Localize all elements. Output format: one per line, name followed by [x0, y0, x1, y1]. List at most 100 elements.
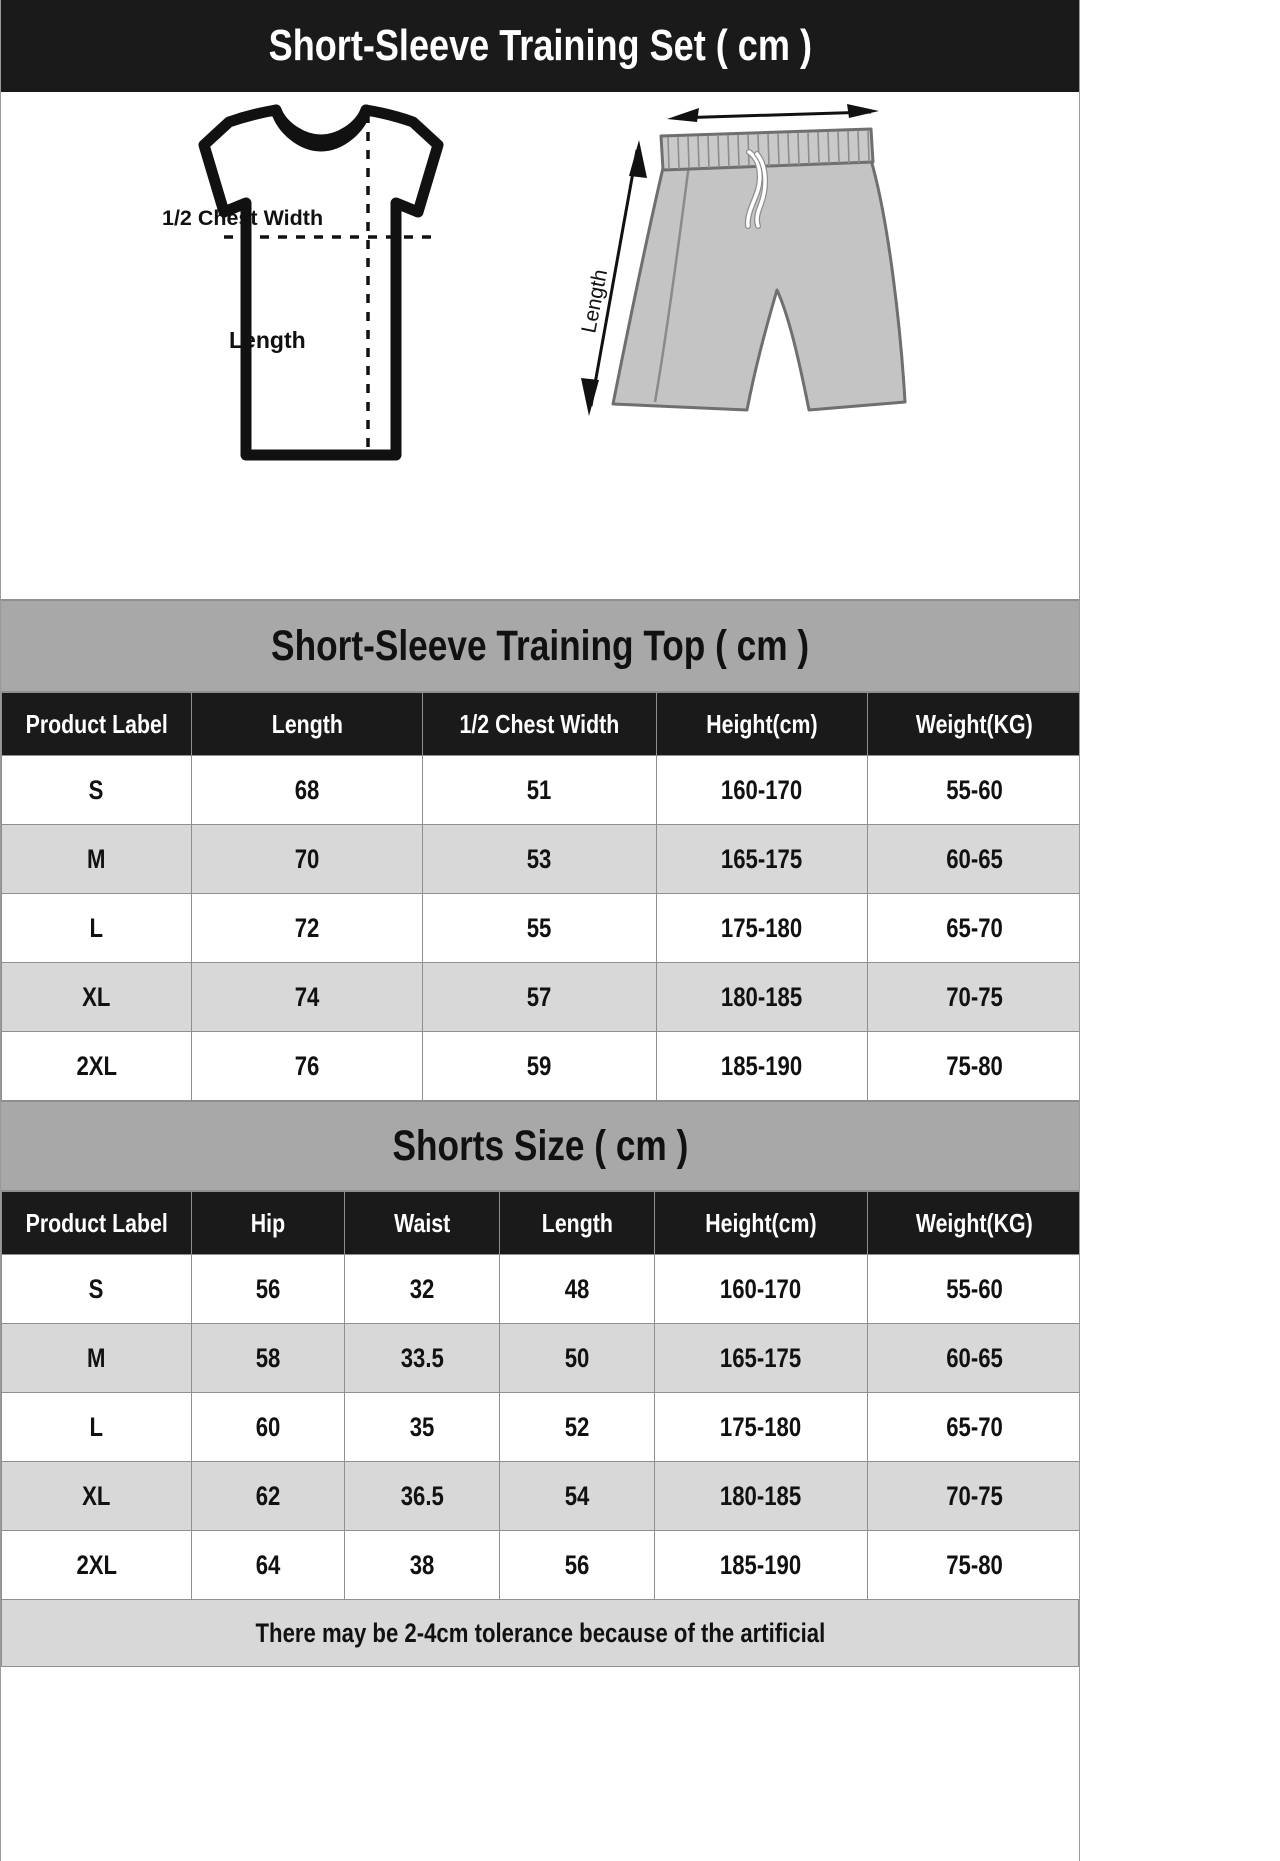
shorts-col-height: Height(cm) [654, 1191, 868, 1255]
cell-hip: 64 [191, 1530, 345, 1600]
shorts-size-table: Product Label Hip Waist Length Height(cm… [1, 1191, 1079, 1600]
cell-height: 175-180 [656, 893, 868, 963]
cell-hip: 60 [191, 1392, 345, 1462]
cell-weight: 75-80 [867, 1530, 1079, 1600]
cell-length: 70 [191, 824, 423, 894]
cell-length: 74 [191, 962, 423, 1032]
table-row: L 60 35 52 175-180 65-70 [1, 1392, 1079, 1462]
cell-size: XL [1, 962, 192, 1032]
cell-chest: 51 [422, 755, 657, 825]
shorts-waistband [659, 127, 875, 172]
shorts-col-weight: Weight(KG) [867, 1191, 1079, 1255]
cell-length: 76 [191, 1031, 423, 1101]
cell-weight: 70-75 [867, 962, 1079, 1032]
waist-measure-arrow [667, 104, 879, 122]
top-col-product-label: Product Label [1, 692, 192, 756]
table-row: 2XL 76 59 185-190 75-80 [1, 1031, 1079, 1101]
table-row: XL 74 57 180-185 70-75 [1, 962, 1079, 1032]
cell-height: 160-170 [656, 755, 868, 825]
cell-height: 165-175 [656, 824, 868, 894]
top-col-height: Height(cm) [656, 692, 868, 756]
cell-size: S [1, 755, 192, 825]
cell-waist: 33.5 [344, 1323, 500, 1393]
chest-width-label: 1/2 Chest Width [162, 206, 323, 230]
cell-size: 2XL [1, 1031, 192, 1101]
page-title: Short-Sleeve Training Set ( cm ) [268, 21, 812, 70]
cell-size: XL [1, 1461, 192, 1531]
cell-weight: 55-60 [867, 1254, 1079, 1324]
cell-height: 160-170 [654, 1254, 868, 1324]
cell-hip: 62 [191, 1461, 345, 1531]
cell-length: 48 [499, 1254, 655, 1324]
cell-length: 68 [191, 755, 423, 825]
cell-weight: 60-65 [867, 824, 1079, 894]
shirt-length-label: Length [229, 327, 306, 353]
illustration-area: 1/2 Chest Width Length [1, 82, 1079, 600]
shorts-diagram: Waist Length [571, 82, 991, 502]
top-col-chest-width: 1/2 Chest Width [422, 692, 657, 756]
cell-height: 180-185 [654, 1461, 868, 1531]
table-row: L 72 55 175-180 65-70 [1, 893, 1079, 963]
table-row: M 58 33.5 50 165-175 60-65 [1, 1323, 1079, 1393]
top-col-weight: Weight(KG) [867, 692, 1079, 756]
shorts-section-band: Shorts Size ( cm ) [1, 1101, 1079, 1191]
shorts-body [611, 158, 907, 412]
cell-size: S [1, 1254, 192, 1324]
shorts-col-hip: Hip [191, 1191, 345, 1255]
size-chart-page: Short-Sleeve Training Set ( cm ) 1/2 Che… [0, 0, 1080, 1861]
cell-length: 54 [499, 1461, 655, 1531]
shorts-svg: Waist Length [577, 82, 907, 416]
cell-chest: 55 [422, 893, 657, 963]
t-shirt-diagram: 1/2 Chest Width Length [96, 100, 496, 490]
shorts-col-waist: Waist [344, 1191, 500, 1255]
cell-height: 165-175 [654, 1323, 868, 1393]
shorts-table-header-row: Product Label Hip Waist Length Height(cm… [1, 1191, 1079, 1255]
shorts-length-measure-arrow [581, 140, 647, 416]
top-size-table: Product Label Length 1/2 Chest Width Hei… [1, 692, 1079, 1101]
cell-weight: 75-80 [867, 1031, 1079, 1101]
cell-waist: 32 [344, 1254, 500, 1324]
cell-chest: 57 [422, 962, 657, 1032]
tolerance-note-text: There may be 2-4cm tolerance because of … [255, 1617, 825, 1648]
cell-size: M [1, 1323, 192, 1393]
table-row: M 70 53 165-175 60-65 [1, 824, 1079, 894]
table-row: S 68 51 160-170 55-60 [1, 755, 1079, 825]
cell-waist: 38 [344, 1530, 500, 1600]
cell-size: L [1, 1392, 192, 1462]
shorts-section-title: Shorts Size ( cm ) [392, 1121, 688, 1170]
cell-length: 56 [499, 1530, 655, 1600]
t-shirt-svg: 1/2 Chest Width Length [162, 104, 444, 461]
shorts-drawstring [744, 149, 769, 229]
shorts-col-length: Length [499, 1191, 655, 1255]
cell-weight: 70-75 [867, 1461, 1079, 1531]
shirt-outline [198, 104, 444, 461]
table-row: S 56 32 48 160-170 55-60 [1, 1254, 1079, 1324]
shirt-collar [270, 104, 372, 152]
cell-size: M [1, 824, 192, 894]
cell-chest: 59 [422, 1031, 657, 1101]
cell-height: 185-190 [656, 1031, 868, 1101]
cell-waist: 36.5 [344, 1461, 500, 1531]
cell-weight: 65-70 [867, 893, 1079, 963]
table-row: XL 62 36.5 54 180-185 70-75 [1, 1461, 1079, 1531]
cell-weight: 65-70 [867, 1392, 1079, 1462]
cell-height: 180-185 [656, 962, 868, 1032]
shorts-col-product-label: Product Label [1, 1191, 192, 1255]
cell-length: 50 [499, 1323, 655, 1393]
top-section-title: Short-Sleeve Training Top ( cm ) [270, 621, 810, 670]
page-title-bar: Short-Sleeve Training Set ( cm ) [1, 0, 1079, 92]
table-row: 2XL 64 38 56 185-190 75-80 [1, 1530, 1079, 1600]
cell-size: 2XL [1, 1530, 192, 1600]
top-section-band: Short-Sleeve Training Top ( cm ) [1, 600, 1079, 692]
cell-weight: 55-60 [867, 755, 1079, 825]
cell-waist: 35 [344, 1392, 500, 1462]
cell-height: 185-190 [654, 1530, 868, 1600]
cell-length: 72 [191, 893, 423, 963]
top-table-header-row: Product Label Length 1/2 Chest Width Hei… [1, 692, 1079, 756]
cell-length: 52 [499, 1392, 655, 1462]
cell-chest: 53 [422, 824, 657, 894]
cell-size: L [1, 893, 192, 963]
cell-hip: 56 [191, 1254, 345, 1324]
cell-weight: 60-65 [867, 1323, 1079, 1393]
waist-label: Waist [736, 102, 788, 105]
